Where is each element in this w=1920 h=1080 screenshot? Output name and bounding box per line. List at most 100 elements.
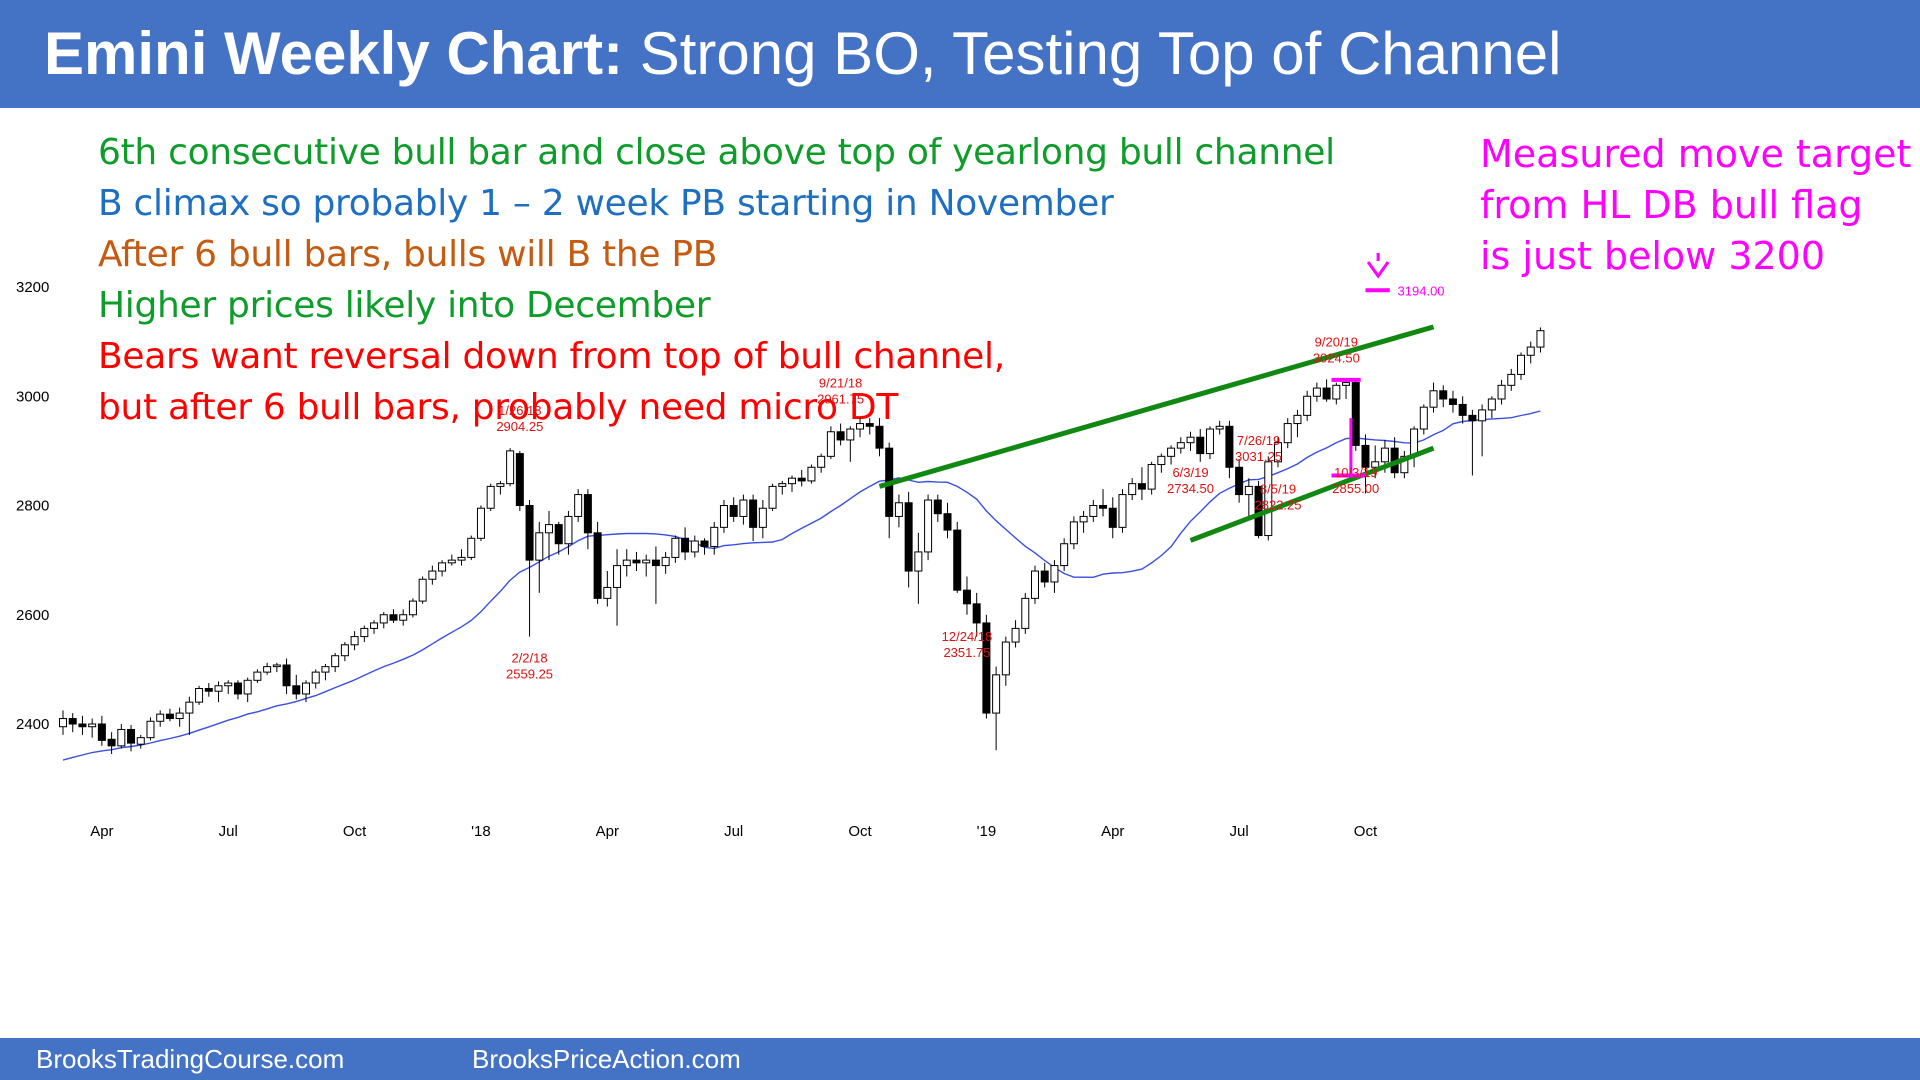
bear-candle [593,532,602,599]
bull-candle [788,477,796,485]
bull-candle [1050,565,1059,583]
channel-line [1189,445,1435,543]
bull-candle [778,483,787,487]
bull-candle [924,499,933,553]
note-line-6: but after 6 bull bars, probably need mic… [98,387,899,428]
bull-candle [894,502,903,517]
bull-candle [826,431,835,457]
bull-candle [263,666,272,673]
candlestick-chart: 2400 2600 2800 3000 3200 Apr Jul Oct '18 Apr Jul Oc… [16,253,1545,840]
bull-candle [1176,442,1185,449]
bull-candle [476,507,485,539]
bull-candle [136,737,145,745]
bull-candle [146,720,155,739]
x-tick-label: Apr [1101,823,1124,840]
bull-candle [739,499,748,517]
bear-candle [68,718,77,725]
annotation-price: 2734.50 [1167,481,1214,496]
bull-candle [1147,464,1156,490]
target-arrow-head [1366,261,1390,279]
note-line-4: Higher prices likely into December [98,285,711,326]
bull-candle [1419,406,1428,430]
bear-candle [1235,466,1244,496]
bear-candle [982,622,991,714]
bull-candle [574,494,583,517]
bull-candle [370,622,379,629]
annotation-price: 3031.25 [1235,449,1282,464]
bull-candle [302,682,310,695]
bull-candle [1264,461,1273,537]
x-tick-label: Jul [1230,823,1249,840]
x-tick-label: Oct [343,823,367,840]
bull-candle [88,723,97,728]
bull-candle [1157,455,1166,466]
bear-candle [1351,382,1360,446]
bear-candle [1225,425,1234,468]
title-bar: Emini Weekly Chart: Strong BO, Testing T… [0,0,1920,108]
bull-candle [1371,461,1380,468]
bear-candle [729,505,738,517]
bull-candle [603,586,612,599]
annotation-price: 2559.25 [506,667,553,682]
footer-bar: BrooksTradingCourse.com BrooksPriceActio… [0,1038,1920,1080]
bull-candle [1031,570,1039,599]
bull-candle [447,559,456,564]
bull-candle [467,537,476,558]
x-tick-label: '18 [471,823,491,840]
x-tick-label: Apr [90,823,113,840]
annotation-date: 9/20/19 [1315,335,1358,350]
bull-candle [1536,330,1545,348]
bull-candle [243,679,252,695]
bear-candle [1137,483,1146,490]
bull-candle [1186,436,1195,444]
bull-candle [1342,382,1351,386]
annotation-date: 9/21/18 [819,376,862,391]
bear-candle [1108,507,1117,528]
x-tick-label: Oct [848,823,872,840]
moving-average-line [62,410,1541,761]
bear-candle [525,505,534,561]
footer-left-link[interactable]: BrooksTradingCourse.com [36,1044,345,1074]
bear-candle [681,537,690,553]
bear-candle [943,513,952,531]
bull-candle [272,664,281,668]
bear-candle [515,453,524,507]
annotation-date: 7/26/19 [1237,433,1280,448]
annotation-date: 10/3/19 [1334,465,1377,480]
bear-candle [962,589,971,605]
bull-candle [661,556,670,567]
bull-candle [1205,428,1214,455]
bear-candle [1448,398,1457,405]
bull-candle [671,537,680,558]
bear-candle [933,499,942,515]
bear-candle [1361,444,1370,468]
bull-candle [642,559,651,564]
y-tick-label: 2800 [16,498,49,515]
bull-candle [418,578,427,602]
bull-candle [1526,346,1535,356]
bull-candle [1303,395,1312,416]
bull-candle [185,701,194,714]
bull-candle [992,674,1001,714]
bull-candle [117,728,126,747]
bull-candle [1215,425,1224,430]
footer-right-link[interactable]: BrooksPriceAction.com [472,1044,741,1074]
bear-candle [292,685,301,695]
y-tick-label: 3000 [16,388,49,405]
bear-candle [97,723,106,741]
y-tick-label: 2600 [16,607,49,624]
bull-candle [311,671,320,684]
bear-candle [554,524,563,545]
x-tick-label: Jul [219,823,238,840]
bull-candle [408,600,417,616]
bull-candle [1332,384,1341,400]
annotation-date: 2/2/18 [511,651,547,666]
bull-candle [807,466,816,482]
bear-candle [204,687,213,692]
target-note-line-3: is just below 3200 [1480,234,1826,278]
bull-candle [1507,373,1516,386]
bear-candle [1439,390,1448,400]
bull-candle [1517,354,1525,375]
annotation-price: 2961.75 [817,392,864,407]
bear-candle [1322,387,1331,400]
